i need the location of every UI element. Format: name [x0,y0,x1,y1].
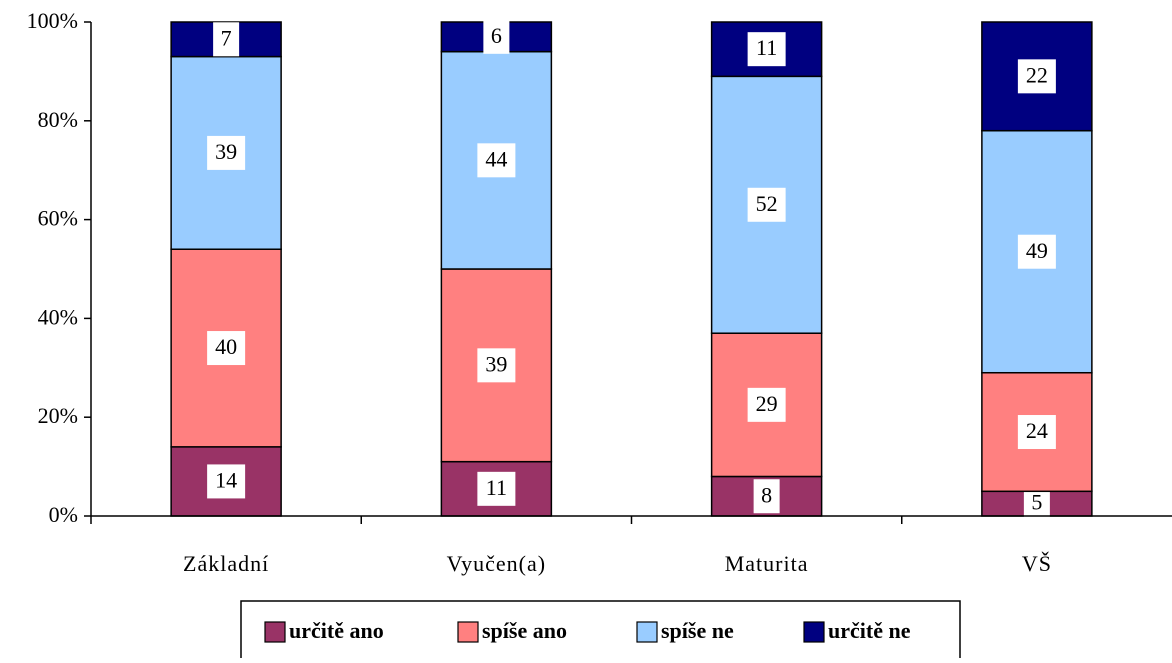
data-label-box-zakladni-spise-ne [207,135,246,170]
legend-box [240,600,961,660]
data-label-box-maturita-spise-ne [747,187,786,222]
y-tick-label-0: 0% [49,502,78,527]
data-label-maturita-spise-ano: 29 [756,391,778,416]
data-label-zakladni-spise-ano: 40 [215,334,237,359]
data-label-box-vyucen-a-urcite-ano [477,471,516,506]
data-label-vyucen-a-urcite-ne: 6 [491,23,502,48]
data-label-box-vs-urcite-ne [1017,59,1056,94]
data-label-box-zakladni-urcite-ne [213,22,240,57]
data-label-zakladni-urcite-ano: 14 [215,467,237,492]
legend-label-urcite-ne: určitě ne [828,618,911,643]
legend-label-spise-ano: spíše ano [482,618,567,643]
data-label-vyucen-a-urcite-ano: 11 [486,475,507,500]
legend-swatch-urcite-ne [803,621,825,643]
y-tick-label-4: 80% [38,107,78,132]
data-label-vyucen-a-spise-ne: 44 [485,146,507,171]
data-label-zakladni-urcite-ne: 7 [221,25,232,50]
x-tick-label-maturita: Maturita [725,551,809,576]
data-label-box-maturita-urcite-ne [747,32,786,67]
data-label-vs-urcite-ne: 22 [1026,62,1048,87]
legend-swatch-spise-ano [457,621,479,643]
data-label-box-maturita-spise-ano [747,387,786,422]
data-label-box-zakladni-urcite-ano [207,464,246,499]
data-label-vyucen-a-spise-ano: 39 [485,351,507,376]
data-label-box-vyucen-a-urcite-ne [483,19,510,54]
data-label-box-vyucen-a-spise-ne [477,143,516,178]
legend-label-spise-ne: spíše ne [661,618,734,643]
data-label-box-vs-urcite-ano [1023,486,1050,521]
data-label-vs-spise-ano: 24 [1026,418,1048,443]
bar-maturita-spise-ano [710,332,823,478]
x-tick-label-vs: VŠ [1022,551,1052,576]
data-label-box-vs-spise-ano [1017,415,1056,450]
y-tick-label-3: 60% [38,206,78,231]
data-label-maturita-urcite-ano: 8 [761,482,772,507]
legend-label-urcite-ano: určitě ano [289,618,384,643]
x-tick-label-vyucen-a: Vyučen(a) [447,551,546,576]
data-label-zakladni-spise-ne: 39 [215,139,237,164]
y-tick-label-5: 100% [27,8,78,33]
plot-area: 14 40 39 7 11 39 44 6 8 29 52 11 5 24 49 22 [170,19,1093,521]
y-tick-label-2: 40% [38,304,78,329]
data-label-box-vyucen-a-spise-ano [477,348,516,383]
legend-swatch-urcite-ano [264,621,286,643]
data-label-box-maturita-urcite-ano [753,479,780,514]
data-label-box-zakladni-spise-ano [207,331,246,366]
data-label-maturita-spise-ne: 52 [756,191,778,216]
data-label-vs-urcite-ano: 5 [1031,490,1042,515]
data-label-vs-spise-ne: 49 [1026,238,1048,263]
axes: Základní Vyučen(a) Maturita VŠ 0% 20% 40% 60% 80… [27,8,1172,576]
x-tick-label-zakladni: Základní [183,551,269,576]
legend: určitě ano spíše ano spíše ne určitě ne [240,600,961,660]
legend-swatch-spise-ne [636,621,658,643]
data-label-maturita-urcite-ne: 11 [756,35,777,60]
y-tick-label-1: 20% [38,403,78,428]
data-label-box-vs-spise-ne [1017,234,1056,269]
